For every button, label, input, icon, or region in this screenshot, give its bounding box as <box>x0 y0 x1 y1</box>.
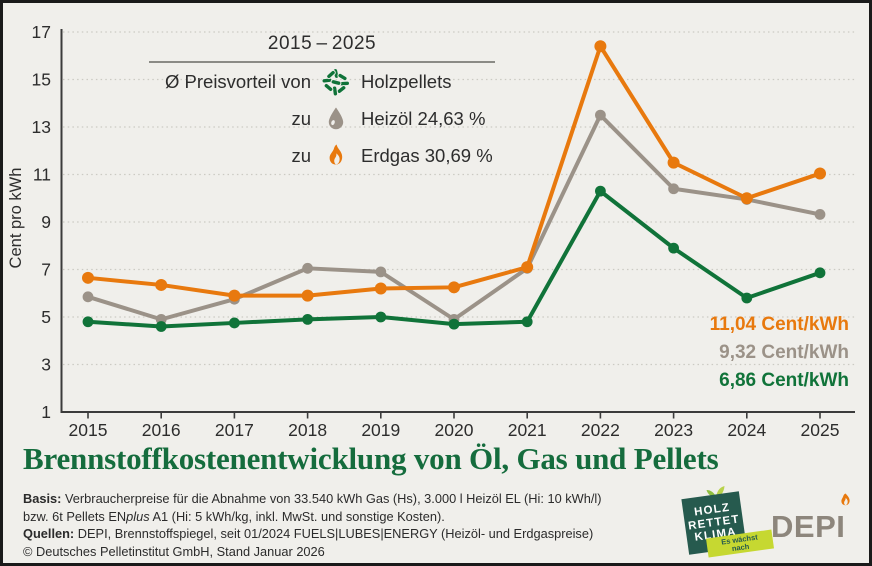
x-tick-label: 2023 <box>654 420 693 440</box>
x-tick-label: 2017 <box>215 420 254 440</box>
value-label-pellets: 6,86 Cent/kWh <box>719 370 849 391</box>
depi-wordmark: DEPI <box>771 509 846 544</box>
data-point-Erdgas-2016 <box>155 278 168 291</box>
legend-row-heizoel: zu Heizöl 24,63 % <box>149 100 495 137</box>
x-tick-label: 2025 <box>801 420 840 440</box>
x-tick-label: 2019 <box>361 420 400 440</box>
x-tick-label: 2015 <box>69 420 108 440</box>
legend-label: Holzpellets <box>361 70 452 92</box>
data-point-Holzpellets-2023 <box>668 242 679 254</box>
depi-logo: DEPI <box>771 493 866 547</box>
footnote-basis-line1: Basis: Verbraucherpreise für die Abnahme… <box>23 491 602 506</box>
footnote-basis-line2: bzw. 6t Pellets ENplus A1 (Hi: 5 kWh/kg,… <box>23 508 445 524</box>
holz-rettet-klima-logo: HOLZ RETTET KLIMA Es wächst nach <box>681 486 775 563</box>
page-title: Brennstoffkostenentwicklung von Öl, Gas … <box>23 441 719 476</box>
basis-label: Basis: <box>23 491 62 506</box>
axis-lines <box>60 29 855 413</box>
quellen-label: Quellen: <box>23 526 75 541</box>
data-point-Heizöl-2015 <box>82 291 94 303</box>
legend-label: Erdgas 30,69 % <box>361 144 493 166</box>
y-tick-label: 5 <box>41 307 51 327</box>
data-point-Erdgas-2015 <box>82 271 94 284</box>
value-label-heizoel: 9,32 Cent/kWh <box>719 342 849 363</box>
legend-row-holzpellets: Ø Preisvorteil von Holz <box>149 63 495 100</box>
data-point-Erdgas-2023 <box>667 156 680 169</box>
y-tick-label: 13 <box>32 117 51 137</box>
legend-title: 2015 – 2025 <box>267 33 377 54</box>
x-tick-label: 2016 <box>142 420 181 440</box>
x-tick-label: 2020 <box>435 420 474 440</box>
data-point-Holzpellets-2015 <box>82 316 94 328</box>
legend-divider <box>149 61 495 63</box>
footnote-quellen: Quellen: DEPI, Brennstoffspiegel, seit 0… <box>23 526 594 541</box>
data-point-Holzpellets-2021 <box>521 316 533 328</box>
legend-prefix: zu <box>291 144 311 166</box>
data-point-Erdgas-2020 <box>448 281 460 294</box>
flame-icon <box>321 143 351 169</box>
data-point-Heizöl-2022 <box>595 109 606 121</box>
footnote-copyright: © Deutsches Pelletinstitut GmbH, Stand J… <box>23 543 325 559</box>
y-tick-label: 1 <box>41 402 51 422</box>
x-tick-label: 2018 <box>288 420 327 440</box>
pellets-icon <box>321 67 351 96</box>
data-point-Heizöl-2025 <box>814 209 826 220</box>
chart-legend: 2015 – 2025 Ø Preisvorteil von <box>149 33 495 174</box>
data-point-Holzpellets-2022 <box>595 185 606 197</box>
legend-prefix: Ø Preisvorteil von <box>165 70 311 92</box>
data-point-Holzpellets-2019 <box>375 311 387 323</box>
y-tick-label: 7 <box>41 260 51 280</box>
y-axis-label: Cent pro kWh <box>7 168 25 269</box>
y-tick-label: 11 <box>33 165 51 185</box>
value-label-erdgas: 11,04 Cent/kWh <box>709 314 849 335</box>
footnote: Basis: Verbraucherpreise für die Abnahme… <box>23 490 673 560</box>
y-tick-label: 17 <box>32 22 51 42</box>
droplet-icon <box>321 106 351 132</box>
data-point-Erdgas-2024 <box>740 192 753 205</box>
data-point-Holzpellets-2024 <box>741 292 753 304</box>
data-point-Holzpellets-2017 <box>229 317 240 329</box>
data-point-Erdgas-2022 <box>594 40 607 53</box>
legend-row-erdgas: zu Erdgas 30,69 % <box>149 137 495 174</box>
data-point-Heizöl-2018 <box>302 262 313 274</box>
series-line-Holzpellets <box>87 189 821 329</box>
data-point-Erdgas-2021 <box>521 261 534 274</box>
data-point-Erdgas-2019 <box>374 282 387 295</box>
y-tick-label: 9 <box>41 212 51 232</box>
data-point-Heizöl-2023 <box>668 183 679 195</box>
y-tick-label: 3 <box>41 355 51 375</box>
data-point-Heizöl-2019 <box>375 266 387 278</box>
y-tick-label: 15 <box>32 70 51 90</box>
x-tick-label: 2024 <box>727 420 766 440</box>
x-tick-label: 2021 <box>508 420 547 440</box>
data-point-Erdgas-2018 <box>301 289 314 302</box>
data-point-Holzpellets-2018 <box>302 313 313 325</box>
legend-label: Heizöl 24,63 % <box>361 107 486 129</box>
data-point-Erdgas-2017 <box>228 289 241 302</box>
depi-flame-icon <box>841 493 850 506</box>
legend-prefix: zu <box>291 107 311 129</box>
data-point-Holzpellets-2016 <box>155 321 167 332</box>
x-tick-label: 2022 <box>581 420 620 440</box>
data-point-Erdgas-2025 <box>814 167 826 180</box>
data-point-Holzpellets-2025 <box>814 267 826 279</box>
data-point-Holzpellets-2020 <box>448 318 460 330</box>
